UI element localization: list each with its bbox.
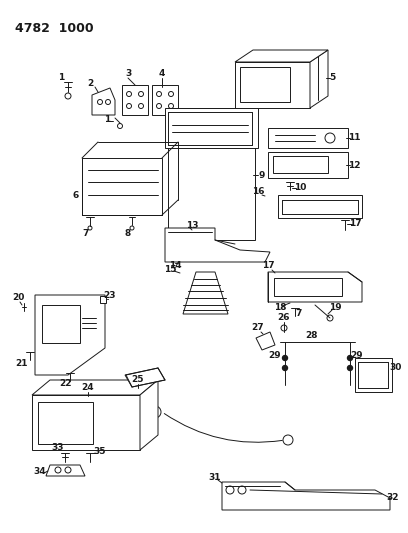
Bar	[38, 402, 93, 444]
Polygon shape	[165, 228, 270, 262]
Circle shape	[282, 356, 288, 360]
Text: 9: 9	[259, 171, 265, 180]
Text: 12: 12	[348, 160, 360, 169]
Polygon shape	[355, 358, 392, 392]
Polygon shape	[235, 50, 328, 62]
Text: 27: 27	[252, 324, 264, 333]
Text: 4782  1000: 4782 1000	[15, 21, 93, 35]
Text: 7: 7	[83, 229, 89, 238]
Text: 33: 33	[52, 443, 64, 453]
Text: 18: 18	[274, 303, 286, 312]
Text: 17: 17	[349, 219, 361, 228]
Text: 13: 13	[186, 221, 198, 230]
Circle shape	[348, 356, 353, 360]
Text: 7: 7	[296, 310, 302, 319]
Text: 2: 2	[87, 79, 93, 88]
Text: 6: 6	[73, 191, 79, 200]
Text: 25: 25	[132, 376, 144, 384]
Text: 30: 30	[390, 364, 402, 373]
Text: 8: 8	[125, 229, 131, 238]
Polygon shape	[35, 295, 105, 375]
Text: 5: 5	[329, 74, 335, 83]
Polygon shape	[268, 272, 362, 302]
Polygon shape	[125, 368, 165, 387]
Bar	[273, 156, 328, 173]
Polygon shape	[32, 380, 158, 395]
Polygon shape	[82, 158, 162, 215]
Polygon shape	[165, 108, 258, 148]
Polygon shape	[222, 482, 390, 510]
Text: 16: 16	[252, 188, 264, 197]
Text: 3: 3	[125, 69, 131, 78]
Text: 34: 34	[34, 467, 47, 477]
Polygon shape	[278, 195, 362, 218]
Text: 14: 14	[169, 261, 181, 270]
Text: 1: 1	[104, 116, 110, 125]
Text: 32: 32	[387, 494, 399, 503]
Text: 20: 20	[12, 294, 24, 303]
Polygon shape	[92, 88, 115, 115]
Text: 1: 1	[58, 72, 64, 82]
Polygon shape	[32, 395, 140, 450]
Polygon shape	[268, 152, 348, 178]
Text: 4: 4	[159, 69, 165, 78]
Text: 26: 26	[278, 313, 290, 322]
Text: 31: 31	[209, 473, 221, 482]
Text: 22: 22	[60, 379, 72, 389]
Polygon shape	[140, 380, 158, 450]
Bar	[100, 296, 106, 303]
Text: 35: 35	[94, 448, 106, 456]
Polygon shape	[256, 332, 275, 350]
Circle shape	[348, 366, 353, 370]
Polygon shape	[168, 108, 255, 240]
Text: 10: 10	[294, 183, 306, 192]
Text: 21: 21	[16, 359, 28, 367]
Circle shape	[282, 366, 288, 370]
Polygon shape	[46, 465, 85, 476]
Text: 19: 19	[329, 303, 341, 312]
Polygon shape	[183, 272, 228, 314]
Text: 29: 29	[269, 351, 281, 359]
Text: 29: 29	[351, 351, 363, 359]
Polygon shape	[152, 85, 178, 115]
Text: 11: 11	[348, 133, 360, 142]
Polygon shape	[122, 85, 148, 115]
Polygon shape	[235, 62, 310, 108]
Polygon shape	[310, 50, 328, 108]
Polygon shape	[268, 128, 348, 148]
Text: 17: 17	[262, 262, 274, 271]
Bar	[240, 67, 290, 102]
Bar	[274, 278, 342, 296]
Text: 23: 23	[104, 292, 116, 301]
Text: 15: 15	[164, 265, 176, 274]
Text: 28: 28	[306, 330, 318, 340]
Text: 24: 24	[82, 384, 94, 392]
Bar	[42, 305, 80, 343]
